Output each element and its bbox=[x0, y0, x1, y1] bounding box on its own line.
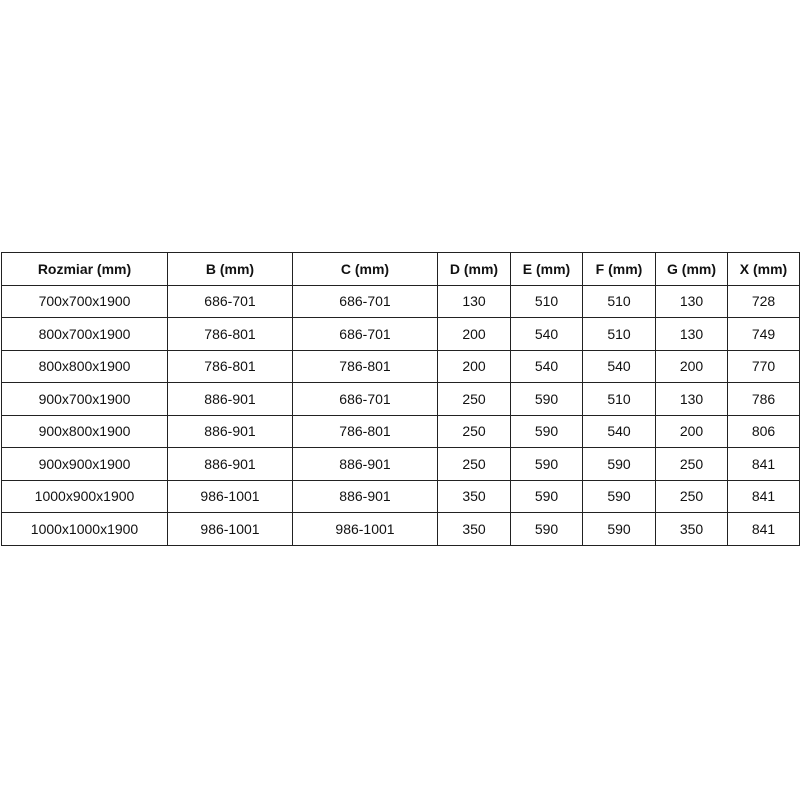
table-cell: 786-801 bbox=[167, 317, 293, 351]
table-cell: 986-1001 bbox=[292, 512, 438, 546]
table-cell: 686-701 bbox=[292, 317, 438, 351]
table-cell: 540 bbox=[582, 414, 656, 448]
table-cell: 749 bbox=[727, 317, 800, 351]
table-row: 1000x1000x1900 986-1001 986-1001 350 590 590 3… bbox=[1, 512, 800, 546]
table-cell: 200 bbox=[437, 317, 511, 351]
table-cell: 540 bbox=[582, 349, 656, 383]
table-cell: 350 bbox=[437, 479, 511, 513]
table-cell: 130 bbox=[655, 382, 728, 416]
column-header: E (mm) bbox=[510, 252, 583, 286]
table-cell: 350 bbox=[437, 512, 511, 546]
table-cell: 886-901 bbox=[292, 447, 438, 481]
column-header: C (mm) bbox=[292, 252, 438, 286]
table-cell: 886-901 bbox=[167, 382, 293, 416]
column-header: G (mm) bbox=[655, 252, 728, 286]
table-cell: 686-701 bbox=[167, 284, 293, 318]
table-cell: 1000x900x1900 bbox=[1, 479, 168, 513]
table-row: 800x700x1900 786-801 686-701 200 540 510 130 74… bbox=[1, 317, 800, 351]
table-cell: 250 bbox=[437, 447, 511, 481]
table-cell: 250 bbox=[437, 414, 511, 448]
table-cell: 130 bbox=[655, 284, 728, 318]
table-cell: 590 bbox=[510, 414, 583, 448]
table-cell: 700x700x1900 bbox=[1, 284, 168, 318]
table-cell: 886-901 bbox=[292, 479, 438, 513]
table-cell: 540 bbox=[510, 317, 583, 351]
table-cell: 590 bbox=[510, 512, 583, 546]
table-cell: 841 bbox=[727, 447, 800, 481]
table-cell: 590 bbox=[582, 479, 656, 513]
table-cell: 900x700x1900 bbox=[1, 382, 168, 416]
table-cell: 886-901 bbox=[167, 447, 293, 481]
table-cell: 350 bbox=[655, 512, 728, 546]
table-row: 700x700x1900 686-701 686-701 130 510 510 130 72… bbox=[1, 284, 800, 318]
table-cell: 986-1001 bbox=[167, 512, 293, 546]
table-cell: 510 bbox=[582, 284, 656, 318]
table-cell: 786-801 bbox=[167, 349, 293, 383]
table-cell: 800x700x1900 bbox=[1, 317, 168, 351]
column-header: Rozmiar (mm) bbox=[1, 252, 168, 286]
table-cell: 200 bbox=[437, 349, 511, 383]
table-row: 900x900x1900 886-901 886-901 250 590 590 250 84… bbox=[1, 447, 800, 481]
table-row: 1000x900x1900 986-1001 886-901 350 590 590 250… bbox=[1, 479, 800, 513]
table-cell: 200 bbox=[655, 349, 728, 383]
table-cell: 250 bbox=[655, 479, 728, 513]
table-cell: 540 bbox=[510, 349, 583, 383]
table-cell: 250 bbox=[655, 447, 728, 481]
column-header: F (mm) bbox=[582, 252, 656, 286]
table-cell: 886-901 bbox=[167, 414, 293, 448]
column-header: D (mm) bbox=[437, 252, 511, 286]
column-header: B (mm) bbox=[167, 252, 293, 286]
dimensions-table: Rozmiar (mm) B (mm) C (mm) D (mm) E (mm) F (m… bbox=[1, 252, 800, 546]
table-cell: 686-701 bbox=[292, 382, 438, 416]
table-cell: 590 bbox=[582, 512, 656, 546]
table-cell: 510 bbox=[582, 317, 656, 351]
table-cell: 510 bbox=[510, 284, 583, 318]
table-cell: 250 bbox=[437, 382, 511, 416]
table-cell: 900x800x1900 bbox=[1, 414, 168, 448]
table-cell: 806 bbox=[727, 414, 800, 448]
table-cell: 686-701 bbox=[292, 284, 438, 318]
table-row: 900x700x1900 886-901 686-701 250 590 510 130 78… bbox=[1, 382, 800, 416]
table-cell: 590 bbox=[582, 447, 656, 481]
table-cell: 590 bbox=[510, 447, 583, 481]
header-row: Rozmiar (mm) B (mm) C (mm) D (mm) E (mm) F (m… bbox=[1, 252, 800, 286]
table-cell: 728 bbox=[727, 284, 800, 318]
table-cell: 590 bbox=[510, 382, 583, 416]
table-cell: 786-801 bbox=[292, 414, 438, 448]
table-cell: 510 bbox=[582, 382, 656, 416]
table-cell: 900x900x1900 bbox=[1, 447, 168, 481]
table-cell: 841 bbox=[727, 512, 800, 546]
table-row: 800x800x1900 786-801 786-801 200 540 540 200 77… bbox=[1, 349, 800, 383]
table-cell: 770 bbox=[727, 349, 800, 383]
table-row: 900x800x1900 886-901 786-801 250 590 540 200 80… bbox=[1, 414, 800, 448]
table-cell: 800x800x1900 bbox=[1, 349, 168, 383]
column-header: X (mm) bbox=[727, 252, 800, 286]
table-cell: 841 bbox=[727, 479, 800, 513]
table-cell: 786-801 bbox=[292, 349, 438, 383]
table-cell: 130 bbox=[655, 317, 728, 351]
table-cell: 200 bbox=[655, 414, 728, 448]
table-cell: 986-1001 bbox=[167, 479, 293, 513]
table-cell: 786 bbox=[727, 382, 800, 416]
table-cell: 130 bbox=[437, 284, 511, 318]
table-cell: 590 bbox=[510, 479, 583, 513]
table-cell: 1000x1000x1900 bbox=[1, 512, 168, 546]
